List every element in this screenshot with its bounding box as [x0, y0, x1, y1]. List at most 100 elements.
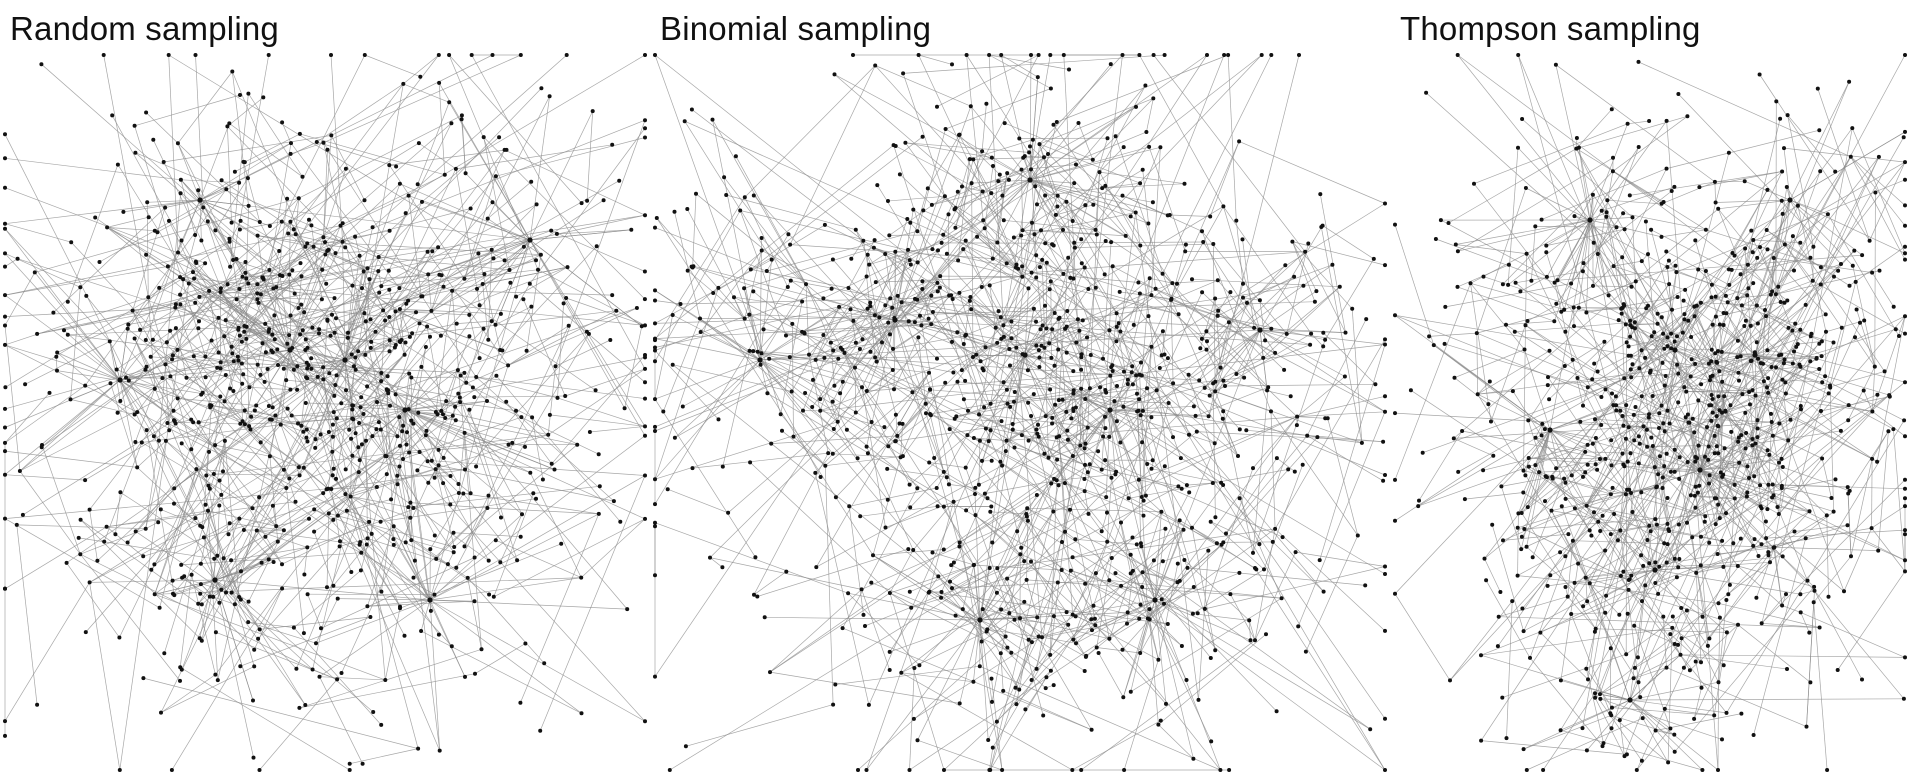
network-edge [349, 748, 419, 765]
network-node [144, 364, 149, 369]
network-node [205, 219, 210, 224]
network-node [990, 256, 995, 261]
network-node [267, 224, 272, 228]
network-edge [1599, 654, 1681, 695]
network-edge [119, 349, 291, 381]
network-edge [1029, 179, 1170, 216]
network-node [301, 631, 306, 636]
network-node [47, 390, 52, 395]
network-node [433, 467, 438, 472]
network-node [144, 110, 149, 115]
network-edge [1586, 505, 1664, 617]
network-edge [1109, 409, 1386, 575]
network-node [364, 438, 368, 443]
network-node [1090, 157, 1095, 162]
network-node [55, 368, 59, 373]
network-node [1065, 437, 1070, 442]
network-node [1013, 685, 1018, 690]
network-edge [1732, 492, 1748, 544]
network-edge [474, 395, 566, 398]
network-node [200, 525, 205, 530]
network-node [236, 325, 241, 330]
network-node [3, 449, 7, 454]
network-node [267, 454, 272, 459]
network-node [759, 248, 764, 253]
network-edge [654, 280, 792, 505]
network-node [3, 251, 7, 256]
network-node [935, 289, 940, 294]
network-node [1213, 296, 1218, 301]
network-edge [1029, 179, 1136, 213]
network-node [219, 587, 224, 592]
network-edge [1110, 293, 1141, 368]
network-node [518, 700, 523, 705]
network-edge [4, 450, 138, 468]
network-node [869, 580, 874, 585]
network-node [751, 193, 756, 198]
network-edge [901, 631, 987, 674]
network-node [1004, 387, 1009, 392]
network-edge [1480, 530, 1621, 741]
network-edge [1029, 106, 1137, 181]
network-node [869, 420, 874, 424]
network-node [908, 262, 913, 267]
network-edge [1525, 324, 1573, 361]
network-node [329, 53, 333, 57]
network-edge [115, 492, 121, 535]
network-edge [1084, 511, 1162, 584]
network-edge [109, 341, 121, 381]
network-edge [1116, 315, 1149, 342]
network-node [172, 419, 177, 424]
network-node [906, 547, 911, 552]
network-node [398, 606, 402, 611]
network-edge [464, 325, 570, 547]
network-edge [214, 239, 531, 581]
network-edge [332, 421, 380, 452]
network-node [999, 607, 1004, 612]
network-node [1041, 713, 1046, 718]
network-node [1048, 279, 1053, 284]
network-edge [1248, 620, 1251, 641]
network-node [998, 459, 1003, 464]
network-edge [199, 525, 261, 630]
network-edge [260, 269, 323, 295]
network-node [832, 383, 837, 388]
network-edge [1625, 493, 1706, 517]
network-edge [1027, 507, 1162, 513]
network-edge [832, 421, 872, 455]
network-node [1280, 535, 1285, 540]
network-edge [1109, 409, 1121, 443]
network-edge [1259, 290, 1317, 331]
network-node [643, 396, 647, 401]
network-node [291, 227, 296, 232]
network-node [463, 171, 468, 176]
network-node [3, 733, 7, 738]
network-edge [224, 401, 285, 470]
network-node [426, 480, 431, 485]
network-edge [1014, 619, 1069, 626]
network-node [397, 415, 402, 420]
network-edge [805, 284, 810, 355]
network-node [169, 768, 174, 772]
network-edge [1800, 612, 1906, 658]
network-edge [499, 514, 523, 563]
network-node [481, 135, 486, 140]
network-node [1091, 603, 1096, 608]
network-node [332, 296, 337, 301]
network-edge [866, 619, 981, 771]
network-edge [186, 373, 244, 379]
network-node [349, 352, 354, 357]
network-node [938, 274, 943, 279]
network-node [986, 439, 991, 444]
network-edge [1523, 470, 1626, 495]
network-node [369, 531, 374, 536]
network-node [829, 286, 834, 291]
network-node [1002, 121, 1007, 126]
network-edge [1042, 285, 1304, 326]
network-node [1096, 651, 1101, 655]
network-node [454, 565, 459, 570]
network-node [428, 608, 433, 613]
network-node [653, 345, 657, 350]
network-edge [1751, 205, 1799, 231]
network-edge [1162, 273, 1269, 388]
